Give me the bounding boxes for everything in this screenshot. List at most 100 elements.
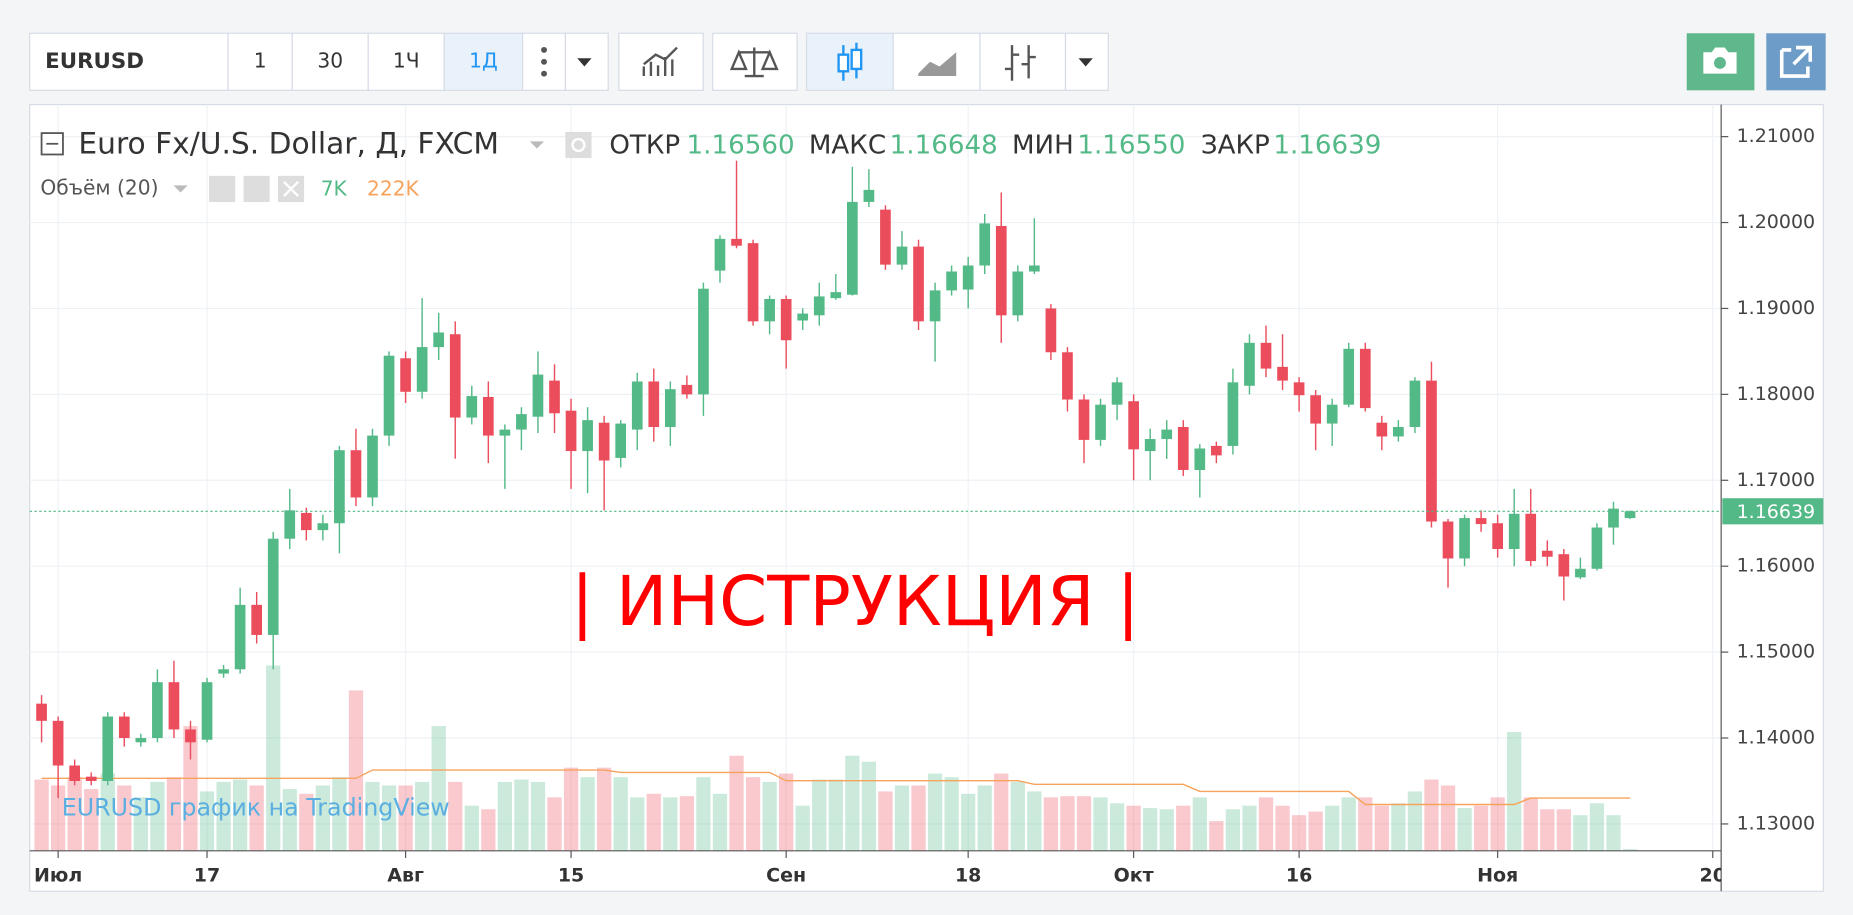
- volume-bar: [481, 809, 496, 851]
- series-title: Euro Fx/U.S. Dollar, Д, FXCM: [78, 126, 499, 161]
- volume-bar: [1440, 785, 1456, 851]
- candle-body: [284, 510, 296, 539]
- candle-body: [85, 776, 97, 781]
- interval-button-active[interactable]: [443, 32, 524, 91]
- candle-body: [1409, 380, 1421, 428]
- overlay-text: | ИНСТРУКЦИЯ |: [571, 562, 1140, 642]
- interval-label[interactable]: 1: [254, 48, 267, 72]
- eye-icon[interactable]: [565, 131, 592, 159]
- interval-button[interactable]: [367, 32, 445, 91]
- volume-bar: [679, 796, 695, 851]
- volume-bar: [514, 779, 529, 851]
- volume-bar: [266, 665, 281, 851]
- dropdown-arrow[interactable]: [173, 185, 188, 193]
- candle-body: [1177, 427, 1189, 470]
- last-price-label: 1.16639: [1737, 501, 1816, 523]
- candles-button[interactable]: [805, 32, 894, 91]
- candle-body: [631, 381, 643, 430]
- eye-icon[interactable]: [209, 175, 236, 203]
- candle-body: [1624, 511, 1636, 519]
- volume-bar: [1093, 797, 1108, 851]
- volume-bar: [216, 781, 231, 851]
- dropdown-arrow: [1078, 58, 1093, 67]
- low-value: 1.16550: [1077, 131, 1185, 161]
- candle-body: [1541, 550, 1553, 557]
- candle-body: [929, 290, 941, 322]
- area-button[interactable]: [892, 32, 981, 91]
- price-pane: [29, 160, 1722, 799]
- candle-body: [251, 604, 263, 635]
- volume-bar: [1589, 803, 1605, 851]
- volume-bar: [332, 777, 347, 851]
- volume-ma-value: 222K: [367, 177, 420, 201]
- compare-icon: [729, 47, 779, 78]
- candle-body: [946, 271, 957, 291]
- candle-body: [549, 380, 560, 414]
- bars-button[interactable]: [979, 32, 1067, 91]
- volume-bar: [1622, 849, 1638, 851]
- dot: [541, 70, 547, 77]
- candle-body: [1244, 342, 1255, 386]
- candle-body: [714, 238, 726, 271]
- area-icon: [918, 52, 957, 77]
- volume-bar: [34, 779, 49, 851]
- volume-bar: [812, 779, 827, 851]
- dropdown-arrow[interactable]: [529, 141, 545, 149]
- candle-body: [896, 246, 908, 265]
- symbol-box[interactable]: [29, 32, 229, 91]
- candle-body: [979, 223, 991, 266]
- volume-bar: [1473, 805, 1489, 851]
- volume-bar: [828, 779, 843, 851]
- volume-bar: [1358, 797, 1373, 851]
- y-tick-label: 1.18000: [1737, 383, 1816, 405]
- volume-bar: [1043, 797, 1059, 851]
- interval-label[interactable]: 1Ч: [393, 48, 420, 72]
- volume-bar: [911, 785, 926, 851]
- candle-body: [598, 422, 610, 461]
- volume-bar: [729, 755, 744, 851]
- open-value: 1.16560: [687, 131, 795, 161]
- interval-label[interactable]: 1Д: [469, 48, 498, 72]
- candle-body: [731, 238, 742, 246]
- candle-body: [681, 384, 693, 395]
- candle-body: [466, 396, 478, 418]
- candle-body: [1343, 348, 1355, 405]
- volume-bar: [249, 785, 264, 851]
- candles-icon: [850, 48, 863, 71]
- volume-bar: [1424, 779, 1439, 851]
- volume-bar: [580, 777, 595, 851]
- candle-body: [1062, 352, 1073, 400]
- volume-bar: [415, 781, 430, 851]
- candle-body: [400, 358, 411, 392]
- volume-bar: [398, 785, 413, 851]
- volume-bar: [1573, 815, 1588, 851]
- volume-bar: [630, 797, 645, 851]
- indicators-button[interactable]: [618, 32, 704, 91]
- volume-bar: [762, 781, 777, 851]
- volume-bar: [448, 781, 463, 851]
- x-tick-label: 16: [1286, 864, 1312, 886]
- open-label: ОТКР: [609, 131, 680, 161]
- indicators-icon: [642, 46, 678, 77]
- volume-bar: [282, 789, 297, 851]
- volume-bar: [1126, 805, 1141, 851]
- watermark[interactable]: EURUSD график на TradingView: [62, 794, 450, 822]
- candle-body: [1012, 271, 1024, 316]
- candle-body: [52, 720, 64, 766]
- volume-bar: [563, 767, 579, 851]
- volume-bar: [1291, 815, 1307, 851]
- volume-bar: [1192, 797, 1207, 851]
- volume-bar: [1076, 796, 1092, 851]
- settings-icon[interactable]: [243, 175, 270, 203]
- x-tick-label: Июл: [34, 864, 82, 886]
- candle-body: [1144, 439, 1156, 452]
- volume-bar: [1275, 805, 1290, 851]
- interval-label[interactable]: 30: [317, 48, 343, 72]
- volume-bar: [745, 777, 761, 851]
- volume-bar: [944, 777, 959, 851]
- volume-bar: [1010, 781, 1025, 851]
- volume-bar: [663, 797, 678, 851]
- volume-bar: [1556, 809, 1571, 851]
- symbol[interactable]: EURUSD: [45, 49, 144, 74]
- volume-bar: [117, 785, 132, 851]
